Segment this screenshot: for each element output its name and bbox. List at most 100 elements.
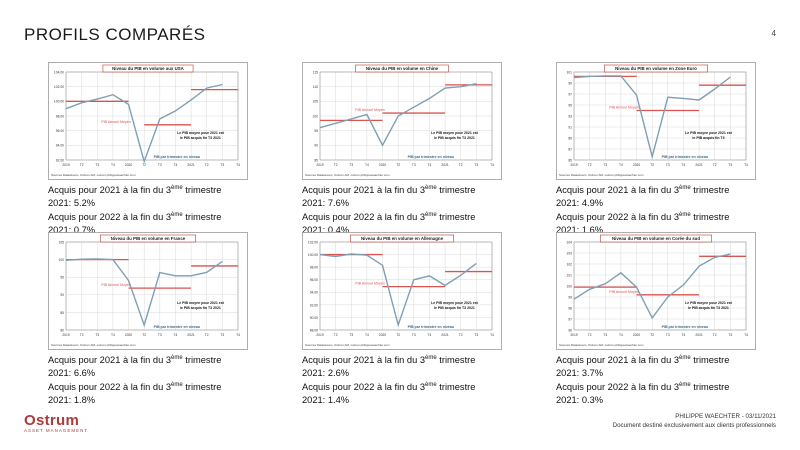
x-tick-label: T2: [205, 333, 209, 337]
chart-note: le PIB acquis fin T3 2021: [180, 306, 221, 310]
x-tick-label: T4: [619, 163, 623, 167]
x-tick-label: T3: [666, 163, 670, 167]
acquis-2021: 2021: 2.6%: [302, 367, 350, 378]
y-tick-label: 103: [566, 251, 572, 255]
y-tick-label: 102.00: [308, 240, 318, 244]
y-tick-label: 92.00: [56, 158, 64, 162]
y-tick-label: 90: [60, 293, 64, 297]
y-tick-label: 97: [568, 92, 572, 96]
y-tick-label: 98: [568, 306, 572, 310]
caption-2021: Acquis pour 2021 à la fin du 3ème trimes…: [556, 355, 730, 366]
x-tick-label: T4: [236, 163, 240, 167]
x-tick-label: T3: [474, 333, 478, 337]
page-title: PROFILS COMPARÉS: [24, 25, 206, 44]
x-tick-label: T3: [474, 163, 478, 167]
x-tick-label: T3: [158, 163, 162, 167]
y-tick-label: 87: [568, 147, 572, 151]
chart-caption: Acquis pour 2021 à la fin du 3ème trimes…: [302, 182, 512, 236]
x-tick-label: T2: [205, 163, 209, 167]
ostrum-logo: Ostrum ASSET MANAGEMENT: [24, 412, 88, 433]
x-tick-label: T2: [396, 163, 400, 167]
x-tick-label: T2: [588, 163, 592, 167]
y-tick-label: 100: [58, 258, 64, 262]
chart-caption: Acquis pour 2021 à la fin du 3ème trimes…: [556, 182, 766, 236]
x-tick-label: T4: [365, 163, 369, 167]
y-tick-label: 96.00: [56, 129, 64, 133]
acquis-2022: 2021: 0.4%: [302, 224, 350, 235]
y-tick-label: 85: [568, 158, 572, 162]
chart-source: Sources Datastream, Ostrum AM, ostrum.ph…: [305, 173, 390, 177]
x-tick-label: T4: [744, 333, 748, 337]
x-tick-label: 2019: [570, 163, 578, 167]
x-tick-label: 2019: [316, 163, 324, 167]
y-tick-label: 97: [568, 317, 572, 321]
x-tick-label: T4: [365, 333, 369, 337]
logo-name: Ostrum: [24, 412, 80, 429]
chart-source: Sources Datastream, Ostrum AM, ostrum.ph…: [559, 343, 644, 347]
x-tick-label: T3: [728, 333, 732, 337]
y-tick-label: 99: [568, 295, 572, 299]
caption-2022: Acquis pour 2022 à la fin du 3ème trimes…: [556, 382, 730, 393]
chart-caption: Acquis pour 2021 à la fin du 3ème trimes…: [48, 182, 258, 236]
quarterly-label: PIB par trimestre en niveau: [154, 155, 201, 159]
y-tick-label: 89: [568, 136, 572, 140]
chart-title-box: [102, 64, 194, 73]
x-tick-label: T2: [142, 333, 146, 337]
y-tick-label: 95: [568, 103, 572, 107]
x-tick-label: 2021: [187, 333, 195, 337]
x-tick-label: T2: [459, 333, 463, 337]
x-tick-label: T4: [174, 333, 178, 337]
caption-2021: Acquis pour 2021 à la fin du 3ème trimes…: [48, 355, 222, 366]
x-tick-label: T4: [490, 333, 494, 337]
x-tick-label: T2: [650, 163, 654, 167]
x-tick-label: T3: [728, 163, 732, 167]
chart-source: Sources Datastream, Ostrum AM, ostrum.ph…: [305, 343, 390, 347]
x-tick-label: T3: [603, 333, 607, 337]
caption-2021: Acquis pour 2021 à la fin du 3ème trimes…: [48, 185, 222, 196]
gdp-series-line: [573, 253, 731, 320]
chart-note: Le PIB moyen pour 2021 est: [177, 301, 225, 305]
x-tick-label: 2019: [62, 163, 70, 167]
annual-average-label: PIB Annuel Moyen: [609, 106, 639, 110]
acquis-2022: 2021: 1.4%: [302, 394, 350, 405]
y-tick-label: 100.00: [54, 100, 64, 104]
x-tick-label: T2: [713, 163, 717, 167]
y-tick-label: 94.00: [56, 144, 64, 148]
x-tick-label: 2020: [379, 163, 387, 167]
chart-note: Le PIB moyen pour 2021 est: [685, 301, 733, 305]
y-tick-label: 91: [568, 125, 572, 129]
x-tick-label: T3: [349, 333, 353, 337]
gdp-series-line: [65, 83, 223, 164]
x-tick-label: 2020: [379, 333, 387, 337]
y-tick-label: 98.00: [56, 114, 64, 118]
gdp-series-line: [65, 258, 223, 328]
chart: 88.00 90.00 92.00 94.00 96.00 98.00 100.00 102.…: [302, 232, 502, 350]
x-tick-label: T4: [236, 333, 240, 337]
footer: PHILIPPE WAECHTER - 03/11/2021 Document …: [613, 412, 776, 430]
x-tick-label: 2019: [316, 333, 324, 337]
chart-caption: Acquis pour 2021 à la fin du 3ème trimes…: [556, 352, 766, 406]
y-tick-label: 96.00: [310, 278, 318, 282]
y-tick-label: 100: [312, 114, 318, 118]
acquis-2021: 2021: 3.7%: [556, 367, 604, 378]
y-tick-label: 101: [566, 70, 572, 74]
acquis-2022: 2021: 0.7%: [48, 224, 96, 235]
chart-title: Niveau du PIB en volume en Corée du sud: [612, 236, 700, 241]
x-tick-label: T4: [682, 163, 686, 167]
x-tick-label: T3: [603, 163, 607, 167]
y-tick-label: 105: [58, 240, 64, 244]
x-tick-label: T2: [80, 333, 84, 337]
x-tick-label: T4: [111, 163, 115, 167]
chart-caption: Acquis pour 2021 à la fin du 3ème trimes…: [302, 352, 512, 406]
y-tick-label: 90.00: [310, 316, 318, 320]
y-tick-label: 96: [568, 328, 572, 332]
chart-note: Le PIB moyen pour 2021 est: [431, 131, 479, 135]
annual-average-label: PIB Annuel Moyen: [355, 282, 385, 286]
y-tick-label: 80: [60, 328, 64, 332]
gdp-series-line: [319, 83, 477, 147]
x-tick-label: 2021: [695, 333, 703, 337]
x-tick-label: T3: [349, 163, 353, 167]
annual-average-label: PIB Annuel Moyen: [101, 283, 131, 287]
y-tick-label: 93: [568, 114, 572, 118]
x-tick-label: T3: [666, 333, 670, 337]
